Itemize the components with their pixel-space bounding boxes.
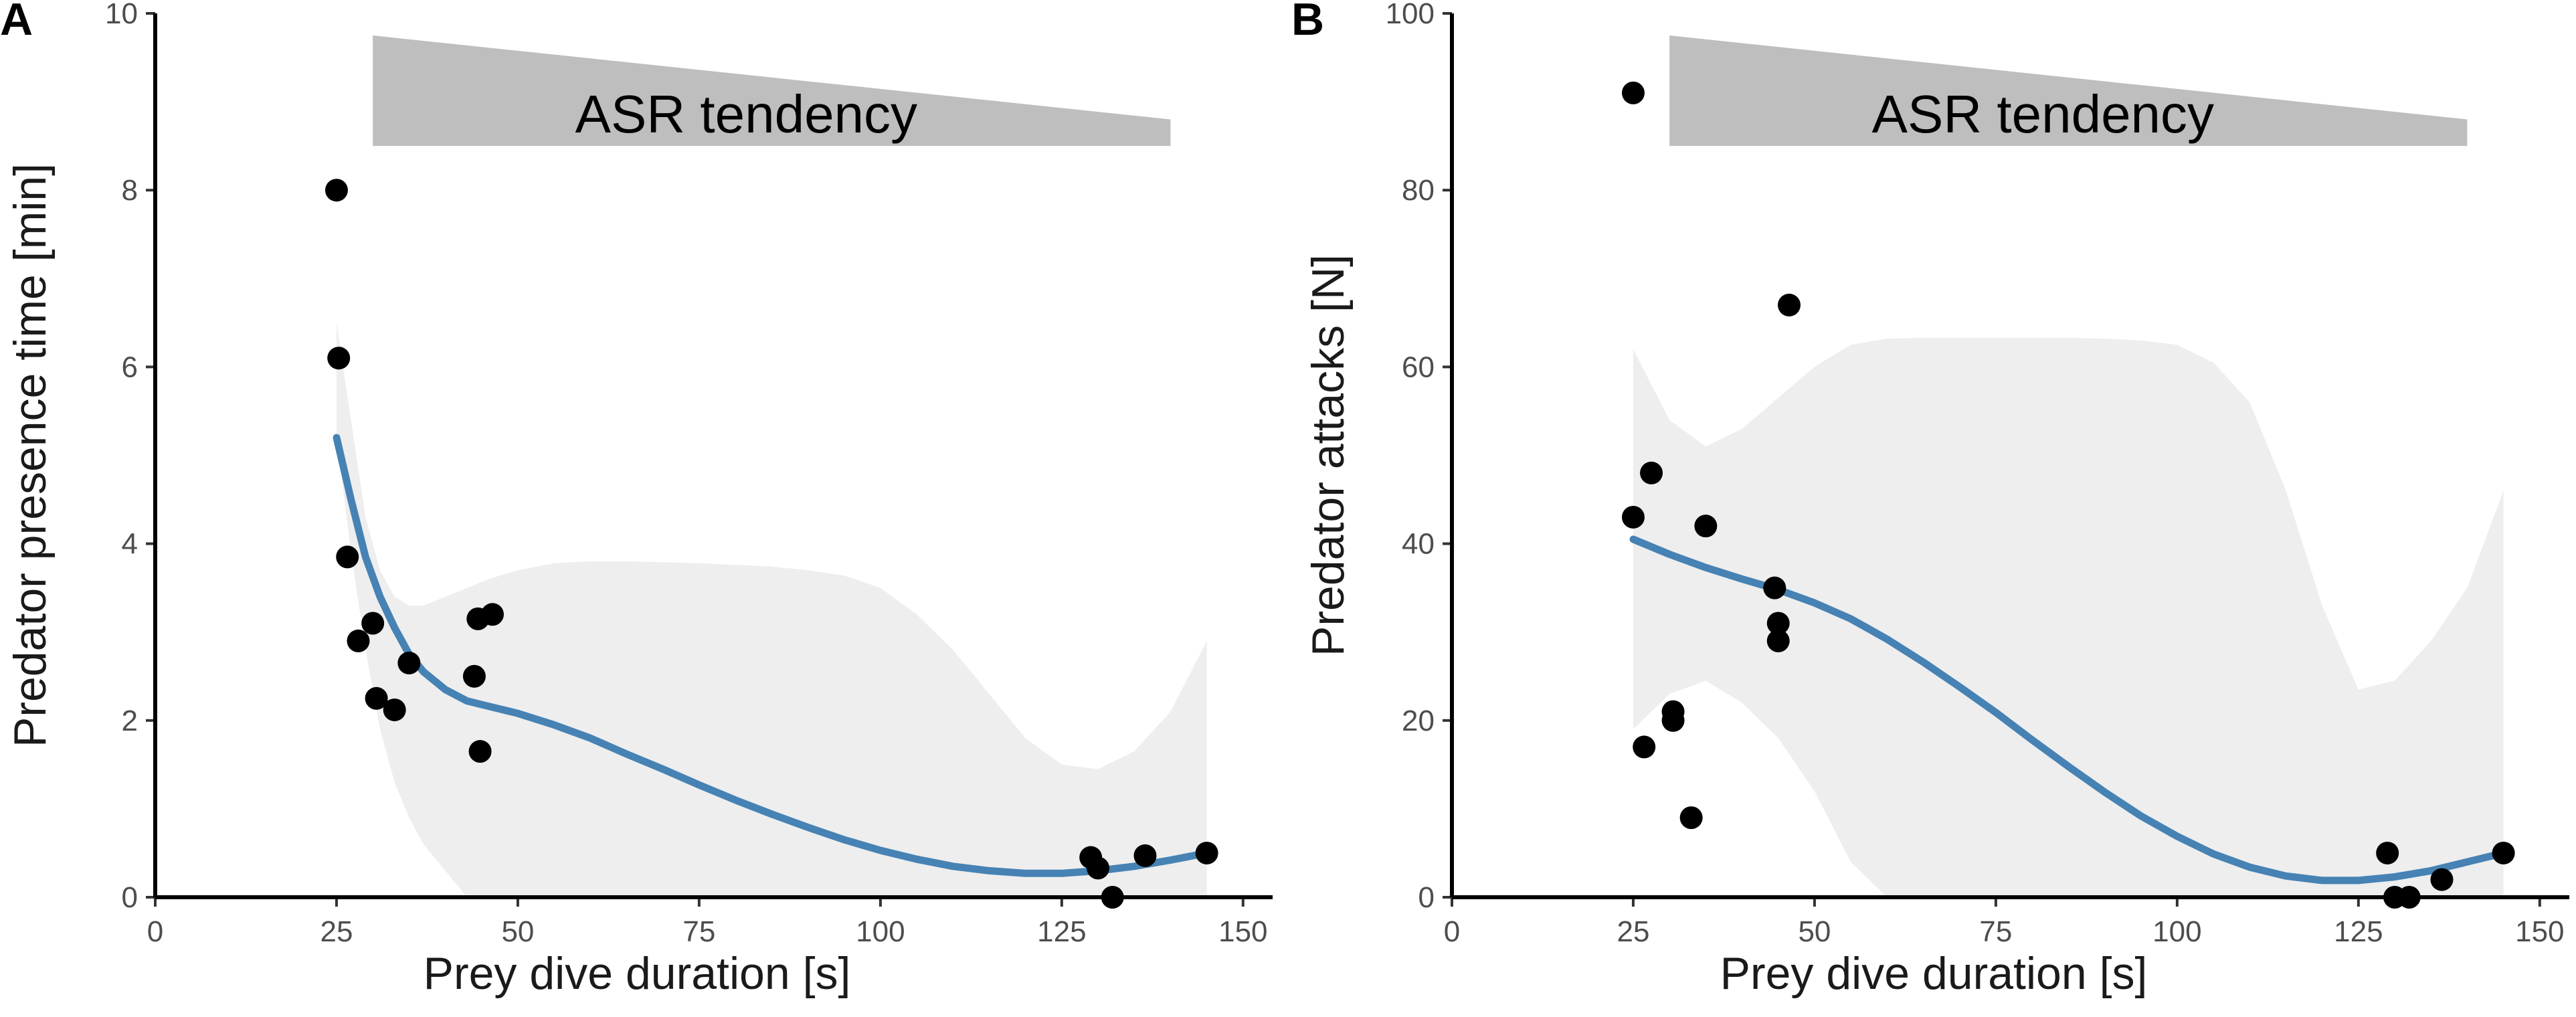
data-point [1621, 81, 1645, 104]
x-tick-label: 150 [2515, 915, 2564, 948]
data-point [361, 612, 385, 635]
y-tick-label: 40 [1402, 528, 1435, 561]
data-point [2376, 841, 2399, 864]
x-tick-label: 75 [1979, 915, 2012, 948]
panel-a-y-axis-title: Predator presence time [min] [5, 163, 56, 747]
x-tick-label: 150 [1218, 915, 1267, 948]
data-point [1621, 505, 1645, 529]
data-point [1679, 806, 1703, 830]
data-point [365, 686, 388, 710]
x-tick-label: 50 [501, 915, 534, 948]
panel-b-asr-label: ASR tendency [1872, 84, 2214, 144]
data-point [325, 179, 348, 202]
panel-a-chart: A ASR tendency 0 25 50 75 100 125 150 0 2 4 6 8 10 P… [0, 0, 1273, 999]
x-tick-label: 125 [2334, 915, 2383, 948]
data-point [1133, 844, 1157, 867]
y-tick-label: 2 [122, 705, 138, 737]
x-tick-label: 25 [1617, 915, 1649, 948]
data-point [1778, 293, 1801, 316]
panel-a-x-axis-title: Prey dive duration [s] [424, 948, 851, 999]
data-point [1195, 841, 1218, 864]
y-tick-label: 80 [1402, 174, 1435, 207]
panel-b-x-axis-title: Prey dive duration [s] [1720, 948, 2148, 999]
x-tick-label: 25 [320, 915, 353, 948]
data-point [1640, 461, 1663, 484]
y-tick-label: 100 [1386, 0, 1435, 30]
x-tick-label: 125 [1037, 915, 1086, 948]
x-tick-label: 100 [856, 915, 905, 948]
panel-a-ticks: 0 25 50 75 100 125 150 0 2 4 6 8 10 [105, 0, 1267, 948]
data-point [462, 664, 486, 688]
data-point [1633, 735, 1656, 759]
data-point [1661, 709, 1685, 732]
y-tick-label: 60 [1402, 351, 1435, 383]
panel-b-ticks: 0 25 50 75 100 125 150 0 20 40 60 80 100 [1386, 0, 2565, 948]
panel-letter-b: B [1291, 0, 1324, 45]
data-point [383, 698, 406, 721]
y-tick-label: 0 [1418, 881, 1435, 914]
x-tick-label: 0 [147, 915, 163, 948]
data-point [481, 603, 504, 626]
panel-b-y-axis-title: Predator attacks [N] [1303, 254, 1354, 656]
y-tick-label: 4 [122, 528, 138, 561]
panel-b-points [1621, 81, 2515, 909]
data-point [347, 629, 370, 652]
panel-a-points [325, 179, 1218, 909]
data-point [1694, 515, 1718, 538]
panel-a-fit-line [333, 434, 1211, 877]
panel-b-confidence-ribbon [1633, 337, 2504, 897]
panel-a-confidence-ribbon [337, 322, 1207, 897]
y-tick-label: 20 [1402, 705, 1435, 737]
x-tick-label: 100 [2152, 915, 2201, 948]
data-point [2430, 868, 2454, 891]
x-tick-label: 50 [1798, 915, 1831, 948]
panel-a-asr-wedge [373, 35, 1171, 147]
data-point [1763, 576, 1786, 599]
panel-b-asr-wedge [1669, 35, 2468, 147]
x-tick-label: 75 [682, 915, 715, 948]
y-tick-label: 8 [122, 174, 138, 207]
data-point [2492, 841, 2515, 864]
data-point [397, 651, 421, 674]
data-point [1766, 629, 1790, 652]
x-tick-label: 0 [1444, 915, 1460, 948]
data-point [468, 740, 492, 763]
data-point [327, 347, 351, 370]
data-point [336, 545, 359, 569]
panel-a-asr-label: ASR tendency [575, 84, 917, 144]
panel-b-chart: B ASR tendency 0 25 50 75 100 125 150 0 20 40 60 80… [1291, 0, 2569, 999]
y-tick-label: 10 [105, 0, 138, 30]
y-tick-label: 0 [122, 881, 138, 914]
panel-letter-a: A [0, 0, 33, 45]
data-point [1087, 856, 1110, 880]
data-point [1766, 612, 1790, 635]
y-tick-label: 6 [122, 351, 138, 383]
